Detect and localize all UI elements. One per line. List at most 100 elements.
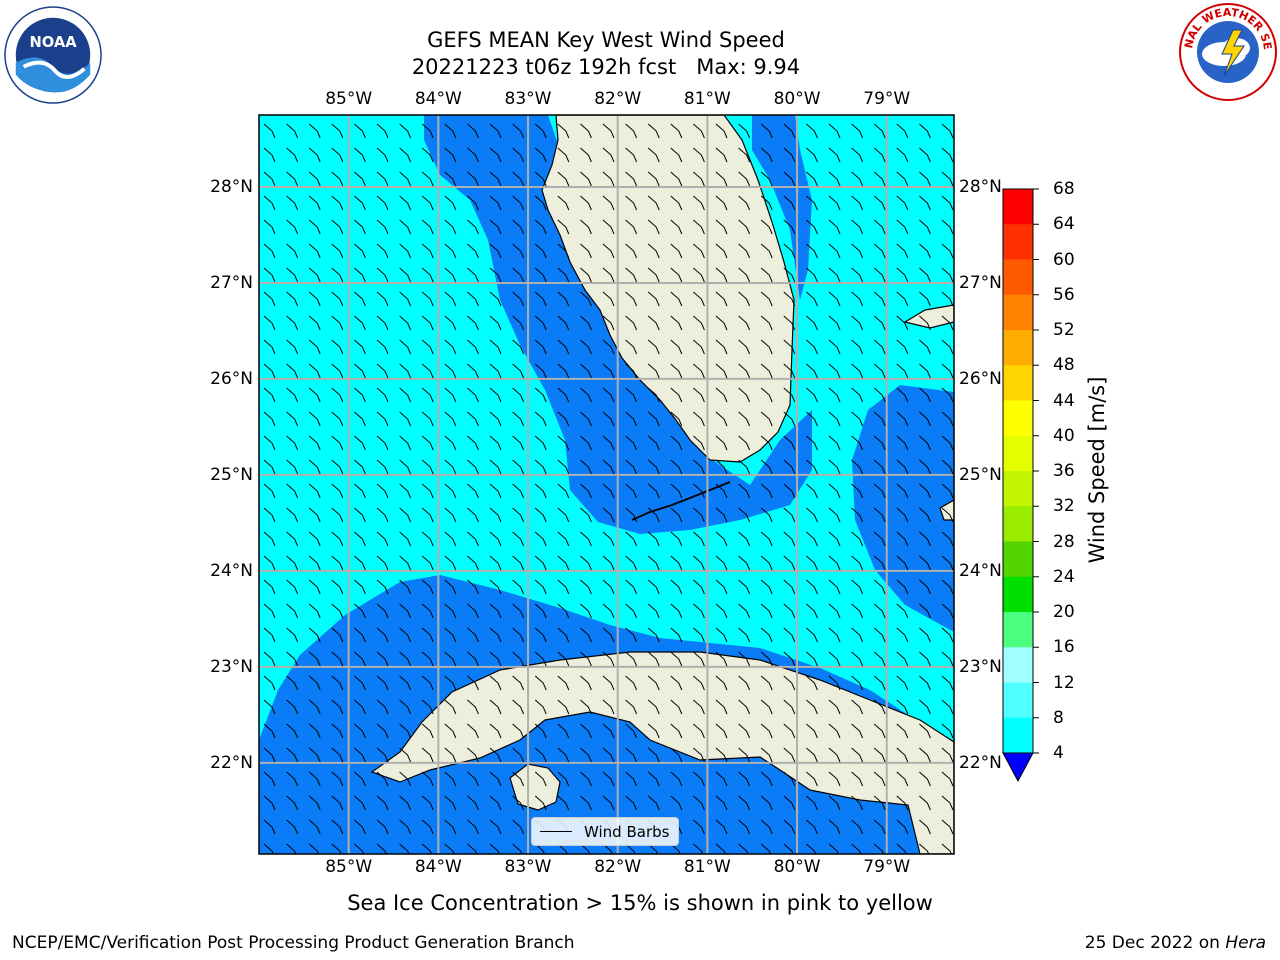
wind-barb: [851, 483, 864, 499]
footer-host: Hera: [1225, 933, 1266, 953]
wind-barb: [625, 411, 638, 427]
wind-barb: [670, 219, 683, 235]
wind-barb: [647, 411, 660, 427]
wind-barb: [941, 291, 954, 307]
wind-barb: [760, 747, 773, 763]
wind-barb: [828, 123, 841, 139]
wind-barb: [738, 243, 751, 259]
wind-barb: [851, 579, 864, 595]
wind-barb: [602, 795, 615, 811]
lat-label-left: 28°N: [210, 176, 253, 197]
wind-barb: [489, 387, 502, 403]
wind-barb: [896, 171, 909, 187]
wind-barb: [828, 219, 841, 235]
wind-barb: [738, 531, 751, 547]
wind-barb: [693, 219, 705, 235]
wind-barb: [263, 699, 276, 715]
wind-barb: [467, 771, 479, 787]
wind-barb: [534, 387, 547, 403]
wind-barb: [263, 435, 276, 451]
wind-barb: [331, 795, 344, 811]
wind-barb: [557, 795, 570, 811]
wind-barb: [286, 339, 299, 355]
wind-barb: [896, 435, 909, 451]
wind-barb: [941, 723, 954, 739]
wind-barb: [715, 795, 728, 811]
wind-barb: [263, 123, 276, 139]
wind-barb: [602, 723, 615, 739]
wind-barb: [647, 747, 660, 763]
wind-barb: [354, 555, 366, 571]
wind-barb: [625, 723, 638, 739]
wind-barb: [467, 243, 479, 259]
wind-barb: [896, 411, 909, 427]
wind-barb: [760, 123, 773, 139]
florida-keys: [631, 481, 731, 521]
wind-barb: [873, 243, 886, 259]
wind-barb: [308, 579, 321, 595]
wind-barb: [263, 291, 276, 307]
wind-barb: [354, 579, 366, 595]
wind-barb: [693, 267, 705, 283]
wind-barb: [670, 459, 683, 475]
wind-barb: [693, 147, 705, 163]
wind-barb: [534, 651, 547, 667]
wind-barb: [873, 843, 885, 854]
wind-barb: [941, 411, 954, 427]
wind-barb: [286, 123, 299, 139]
wind-barb: [760, 435, 773, 451]
wind-barb: [512, 723, 525, 739]
wind-barb: [354, 123, 366, 139]
colorbar-tick-label: 48: [1053, 355, 1075, 376]
wind-barb: [647, 795, 660, 811]
wind-barb: [602, 123, 615, 139]
wind-barb: [715, 387, 728, 403]
wind-barb: [715, 339, 728, 355]
wind-barb: [715, 483, 728, 499]
wind-barb: [376, 387, 389, 403]
wind-barb: [647, 435, 660, 451]
wind-barb: [625, 315, 638, 331]
wind-barb: [286, 483, 299, 499]
wind-barb: [512, 411, 525, 427]
wind-barb: [376, 123, 389, 139]
colorbar-tick-label: 32: [1053, 496, 1075, 517]
wind-barb: [783, 723, 796, 739]
wind-barb: [534, 579, 547, 595]
wind-barb: [263, 267, 276, 283]
wind-barb: [693, 555, 705, 571]
wind-barb: [557, 747, 570, 763]
wind-barb: [602, 555, 615, 571]
wind-barb: [738, 123, 751, 139]
wind-barb: [806, 291, 818, 307]
lon-label-top: 83°W: [504, 89, 552, 109]
wind-barb: [760, 459, 773, 475]
wind-barb: [263, 459, 276, 475]
wind-barb: [625, 171, 638, 187]
wind-barb: [286, 627, 299, 643]
wind-barb: [421, 219, 434, 235]
wind-barb: [873, 699, 886, 715]
wind-barb: [286, 291, 299, 307]
wind-barb: [421, 315, 434, 331]
wind-barb: [625, 267, 638, 283]
wind-barb: [896, 699, 909, 715]
wind-barb: [851, 843, 862, 854]
wind-barb: [512, 435, 525, 451]
wind-barb: [625, 843, 636, 854]
wind-barb: [286, 603, 299, 619]
wind-barb: [489, 651, 502, 667]
wind-barb: [919, 699, 931, 715]
wind-barb: [376, 819, 389, 835]
wind-barb: [828, 459, 841, 475]
wind-barb: [783, 699, 796, 715]
wind-barb: [783, 507, 796, 523]
colorbar-segment: [1003, 647, 1033, 683]
wind-barb: [399, 555, 412, 571]
wind-barb: [286, 171, 299, 187]
wind-barb: [602, 243, 615, 259]
wind-barb: [557, 531, 570, 547]
wind-barb: [489, 795, 502, 811]
wind-barb: [602, 675, 615, 691]
wind-barb: [534, 339, 547, 355]
